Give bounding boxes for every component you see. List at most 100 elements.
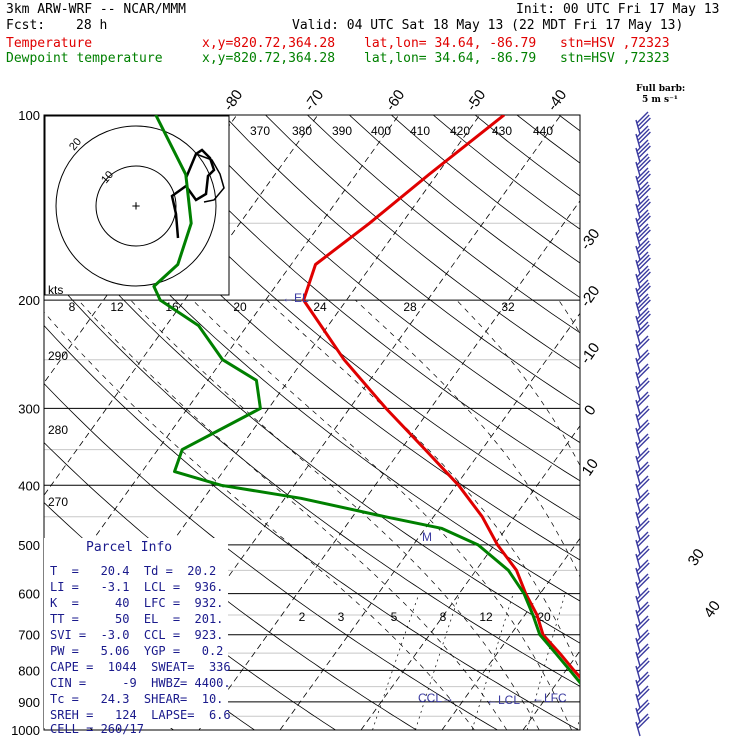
hodograph-trace xyxy=(195,153,225,203)
mixing-ratio-label: 3 xyxy=(338,610,345,624)
theta-label: 390 xyxy=(332,124,352,138)
wind-barb xyxy=(635,531,650,555)
el-marker: ←EL xyxy=(282,291,309,305)
theta-label: 370 xyxy=(250,124,270,138)
wind-barb xyxy=(635,461,650,485)
wind-barb xyxy=(635,209,651,233)
wind-barb xyxy=(635,643,650,667)
forecast-label: Fcst: xyxy=(6,18,46,33)
wind-barb xyxy=(635,293,651,317)
moist-adiabat xyxy=(130,299,540,730)
isotherm-tick-label: -70 xyxy=(301,87,327,115)
pressure-tick-label: 1000 xyxy=(11,723,40,738)
theta-label: 400 xyxy=(371,124,391,138)
moist-adiabat xyxy=(78,299,508,730)
dewpoint-profile xyxy=(152,115,580,685)
dry-adiabat xyxy=(139,115,580,482)
isotherm-line xyxy=(44,115,481,721)
wind-barb xyxy=(635,363,650,387)
mixing-ratio-label: 2 xyxy=(299,610,306,624)
wind-barb xyxy=(635,517,650,541)
hodograph-box xyxy=(44,115,230,296)
wind-barb xyxy=(635,713,650,737)
temperature-latlon: lat,lon= 34.64, -86.79 xyxy=(364,36,537,51)
dry-adiabat xyxy=(44,267,580,687)
dry-adiabat xyxy=(265,115,580,370)
hodograph-center-mark: + xyxy=(132,198,141,215)
dewpoint-latlon: lat,lon= 34.64, -86.79 xyxy=(364,51,537,66)
isotherm-tick-label: -40 xyxy=(544,87,570,115)
isotherm-tick-label: 40 xyxy=(701,598,724,621)
theta-label: 380 xyxy=(292,124,312,138)
hodograph-speed-label: 12 xyxy=(110,300,124,314)
theta-label: 410 xyxy=(410,124,430,138)
mixing-ratio-label: 20 xyxy=(537,610,551,624)
pressure-tick-label: 800 xyxy=(18,663,40,678)
parcel-info-panel: Parcel Info T = 20.4 Td = 20.2 LI = -3.1… xyxy=(44,538,231,736)
isotherm-line xyxy=(117,115,562,730)
hodograph-speed-label: 28 xyxy=(403,300,417,314)
model-title: 3km ARW-WRF -- NCAR/MMM xyxy=(6,2,187,17)
wind-barb xyxy=(635,419,650,443)
isotherm-line xyxy=(279,312,580,730)
hodograph-ring xyxy=(55,125,217,287)
wind-barb xyxy=(635,391,650,415)
isotherm-tick-label: -10 xyxy=(577,340,603,368)
isotherm-line xyxy=(44,115,400,609)
plot-frame xyxy=(43,114,581,731)
wind-barb xyxy=(635,573,650,597)
theta-label: 440 xyxy=(533,124,553,138)
dry-adiabat xyxy=(0,115,12,730)
dry-adiabat xyxy=(223,115,580,406)
wind-legend-title: Full barb: xyxy=(636,84,686,94)
hodograph-units-label: kts xyxy=(48,283,63,297)
theta-label: 290 xyxy=(48,349,68,363)
wind-barb xyxy=(635,251,651,275)
dry-adiabat xyxy=(307,115,580,334)
isotherm-line xyxy=(604,115,740,730)
parcel-row: TT = 50 EL = 201. xyxy=(50,612,224,626)
wind-barb xyxy=(635,195,651,219)
hodograph-speed-label: 32 xyxy=(501,300,515,314)
parcel-row: CAPE = 1044 SWEAT= 336 xyxy=(50,660,231,674)
parcel-row: SVI = -3.0 CCL = 923. xyxy=(50,628,224,642)
lfc-marker: ←LFC xyxy=(532,691,567,705)
isotherm-tick-label: 30 xyxy=(685,546,708,569)
dry-adiabat xyxy=(391,115,580,264)
wind-barb xyxy=(635,657,650,681)
theta-label: 270 xyxy=(48,495,68,509)
wind-barb xyxy=(635,601,650,625)
dry-adiabat xyxy=(44,382,498,730)
hodograph-trace xyxy=(170,148,216,239)
dry-adiabat xyxy=(181,115,580,444)
m-marker: M xyxy=(422,530,432,544)
parcel-row: K = 40 LFC = 932. xyxy=(50,596,224,610)
pressure-tick-label: 300 xyxy=(18,401,40,416)
dry-adiabat xyxy=(432,115,580,230)
temperature-profile xyxy=(302,115,580,680)
wind-barb xyxy=(635,223,651,247)
mixing-ratio-label: 12 xyxy=(479,610,493,624)
wind-barb xyxy=(635,615,650,639)
temperature-xy: x,y=820.72,364.28 xyxy=(202,36,336,51)
wind-barb xyxy=(635,125,651,149)
pressure-tick-label: 600 xyxy=(18,587,40,602)
theta-label: 280 xyxy=(48,423,68,437)
legend-temperature: Temperature xyxy=(6,36,93,51)
isotherm-line xyxy=(685,115,740,730)
parcel-row: Tc = 24.3 SHEAR= 10. xyxy=(50,692,224,706)
wind-barb xyxy=(635,503,650,527)
mixing-ratio-line xyxy=(372,593,420,730)
lcl-marker: ←LCL xyxy=(486,693,520,707)
wind-barb xyxy=(635,335,650,359)
dry-adiabat xyxy=(601,115,740,730)
dewpoint-xy: x,y=820.72,364.28 xyxy=(202,51,336,66)
wind-barb xyxy=(635,685,650,709)
mixing-ratio-line xyxy=(526,593,566,730)
pressure-tick-label: 900 xyxy=(18,695,40,710)
hodograph-speed-label: 8 xyxy=(69,300,76,314)
wind-barb xyxy=(635,139,651,163)
wind-barb xyxy=(635,629,650,653)
wind-barb xyxy=(635,545,650,569)
dry-adiabat xyxy=(44,324,579,730)
